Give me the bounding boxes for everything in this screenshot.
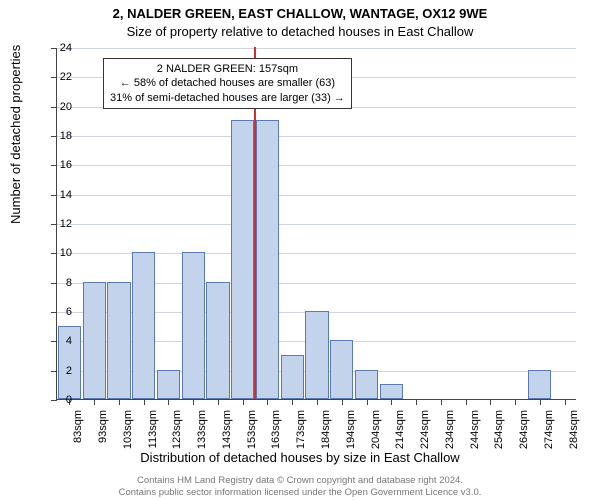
x-tick-label: 194sqm — [345, 410, 357, 449]
x-tick — [367, 399, 368, 405]
x-tick — [267, 399, 268, 405]
gridline-h — [57, 48, 576, 49]
bar — [355, 370, 378, 399]
x-tick-label: 103sqm — [122, 410, 134, 449]
x-tick-label: 254sqm — [493, 410, 505, 449]
y-tick-label: 8 — [48, 277, 72, 289]
x-tick — [168, 399, 169, 405]
bar — [132, 252, 155, 399]
x-tick-label: 113sqm — [147, 410, 159, 448]
y-tick-label: 0 — [48, 394, 72, 406]
x-tick-label: 204sqm — [370, 410, 382, 449]
bar — [157, 370, 180, 399]
x-tick — [94, 399, 95, 405]
x-axis-title: Distribution of detached houses by size … — [0, 450, 600, 465]
bar — [231, 120, 254, 399]
annotation-line: 2 NALDER GREEN: 157sqm — [110, 62, 345, 76]
gridline-h — [57, 165, 576, 166]
x-tick — [540, 399, 541, 405]
x-tick — [565, 399, 566, 405]
footer-line-2: Contains public sector information licen… — [0, 487, 600, 498]
bar — [380, 384, 403, 399]
x-tick-label: 83sqm — [72, 410, 84, 443]
annotation-line: 31% of semi-detached houses are larger (… — [110, 91, 345, 105]
annotation-line: ← 58% of detached houses are smaller (63… — [110, 76, 345, 90]
bar — [83, 282, 106, 399]
x-tick-label: 143sqm — [221, 410, 233, 449]
x-tick-label: 224sqm — [419, 410, 431, 449]
chart-container: 2, NALDER GREEN, EAST CHALLOW, WANTAGE, … — [0, 0, 600, 500]
x-tick-label: 214sqm — [394, 410, 406, 449]
gridline-h — [57, 224, 576, 225]
x-tick — [490, 399, 491, 405]
gridline-h — [57, 195, 576, 196]
plot-area: 2 NALDER GREEN: 157sqm← 58% of detached … — [56, 48, 576, 400]
bar — [256, 120, 279, 399]
x-tick — [292, 399, 293, 405]
y-tick-label: 10 — [48, 247, 72, 259]
bar — [281, 355, 304, 399]
footer-attribution: Contains HM Land Registry data © Crown c… — [0, 475, 600, 498]
bar — [182, 252, 205, 399]
x-tick-label: 264sqm — [518, 410, 530, 449]
y-tick-label: 12 — [48, 218, 72, 230]
x-tick-label: 93sqm — [97, 410, 109, 443]
y-tick-label: 14 — [48, 189, 72, 201]
y-tick-label: 22 — [48, 71, 72, 83]
y-tick-label: 24 — [48, 42, 72, 54]
x-tick — [466, 399, 467, 405]
x-tick-label: 184sqm — [320, 410, 332, 449]
y-tick-label: 18 — [48, 130, 72, 142]
chart-subtitle: Size of property relative to detached ho… — [0, 24, 600, 39]
x-tick — [391, 399, 392, 405]
x-tick — [243, 399, 244, 405]
bar — [305, 311, 328, 399]
y-tick-label: 4 — [48, 335, 72, 347]
x-tick-label: 234sqm — [444, 410, 456, 449]
gridline-h — [57, 136, 576, 137]
x-tick — [342, 399, 343, 405]
x-tick — [317, 399, 318, 405]
x-tick-label: 163sqm — [270, 410, 282, 449]
x-tick-label: 173sqm — [295, 410, 307, 449]
y-tick-label: 16 — [48, 159, 72, 171]
footer-line-1: Contains HM Land Registry data © Crown c… — [0, 475, 600, 486]
x-tick — [416, 399, 417, 405]
x-tick — [441, 399, 442, 405]
bar — [330, 340, 353, 399]
bar — [107, 282, 130, 399]
bar — [528, 370, 551, 399]
x-tick-label: 133sqm — [196, 410, 208, 449]
annotation-box: 2 NALDER GREEN: 157sqm← 58% of detached … — [103, 58, 352, 109]
x-tick — [144, 399, 145, 405]
chart-title-address: 2, NALDER GREEN, EAST CHALLOW, WANTAGE, … — [0, 6, 600, 21]
x-tick-label: 274sqm — [543, 410, 555, 449]
x-tick-label: 153sqm — [246, 410, 258, 449]
x-tick-label: 284sqm — [568, 410, 580, 449]
x-tick — [515, 399, 516, 405]
y-tick-label: 20 — [48, 101, 72, 113]
y-tick-label: 6 — [48, 306, 72, 318]
bar — [206, 282, 229, 399]
y-tick-label: 2 — [48, 365, 72, 377]
y-axis-title: Number of detached properties — [8, 45, 23, 224]
x-tick — [193, 399, 194, 405]
x-tick — [218, 399, 219, 405]
x-tick-label: 244sqm — [469, 410, 481, 449]
x-tick-label: 123sqm — [171, 410, 183, 449]
x-tick — [119, 399, 120, 405]
